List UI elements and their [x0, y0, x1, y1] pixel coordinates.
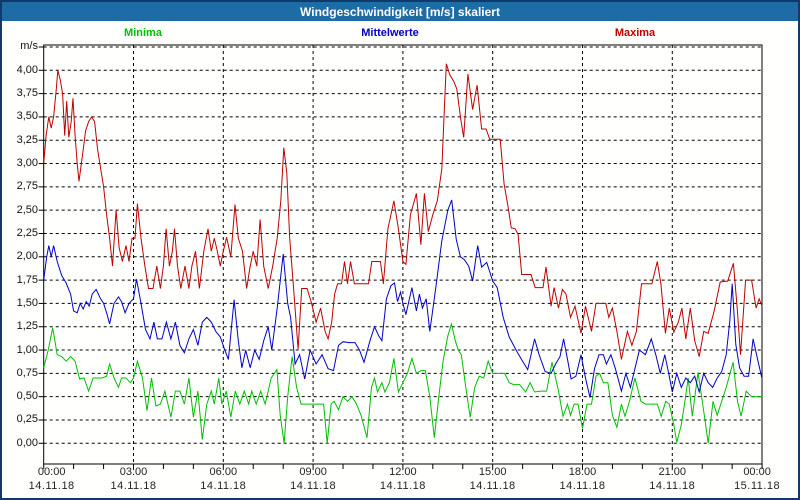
title-bar: Windgeschwindigkeit [m/s] skaliert	[2, 2, 798, 21]
legend-maxima: Maxima	[614, 27, 656, 39]
y-tick-label: 3,50	[16, 110, 38, 123]
y-tick-label: 3,00	[16, 157, 38, 170]
x-tick-date-label: 14.11.18	[379, 480, 426, 492]
x-tick-date-label: 14.11.18	[559, 480, 606, 492]
x-tick-date-label: 14.11.18	[110, 480, 157, 492]
series-line-maxima	[43, 63, 763, 360]
x-tick-time-label: 15:00	[478, 466, 507, 478]
y-tick-label: 0,25	[16, 413, 38, 426]
x-tick-date-label: 15.11.18	[734, 480, 781, 492]
x-tick-date-label: 14.11.18	[290, 480, 337, 492]
x-tick-date-label: 14.11.18	[200, 480, 247, 492]
y-tick-label: 3,25	[16, 133, 38, 146]
window-title: Windgeschwindigkeit [m/s] skaliert	[300, 4, 500, 19]
series-line-mittelwerte	[43, 199, 763, 398]
x-tick-time-label: 18:00	[568, 466, 597, 478]
x-tick-date-label: 14.11.18	[649, 480, 696, 492]
y-tick-label: 3,75	[16, 87, 38, 100]
x-tick-time-label: 00:00	[37, 466, 66, 478]
y-tick-label: 2,75	[16, 180, 38, 193]
series-line-minima	[43, 321, 763, 444]
x-tick-time-label: 03:00	[119, 466, 148, 478]
y-tick-label: 2,50	[16, 203, 38, 216]
y-tick-label: 2,00	[16, 250, 38, 263]
y-axis-unit-label: m/s	[20, 40, 38, 52]
x-tick-time-label: 06:00	[209, 466, 238, 478]
x-tick-time-label: 21:00	[658, 466, 687, 478]
y-tick-label: 0,75	[16, 366, 38, 379]
y-tick-label: 1,50	[16, 296, 38, 309]
y-tick-label: 1,00	[16, 343, 38, 356]
legend-minima: Minima	[124, 27, 162, 39]
legend-mittelwerte: Mittelwerte	[361, 27, 419, 39]
y-tick-label: 0,00	[16, 436, 38, 449]
y-tick-label: 2,25	[16, 226, 38, 239]
y-tick-label: 1,25	[16, 320, 38, 333]
y-tick-label: 4,00	[16, 63, 38, 76]
x-tick-time-label: 09:00	[299, 466, 327, 478]
x-tick-time-label: 12:00	[389, 466, 417, 478]
x-tick-date-label: 14.11.18	[28, 480, 75, 492]
y-tick-label: 1,75	[16, 273, 38, 286]
x-tick-time-label: 00:00	[743, 466, 771, 478]
x-tick-date-label: 14.11.18	[469, 480, 516, 492]
plot-border	[43, 44, 763, 465]
y-tick-label: 0,50	[16, 390, 38, 403]
